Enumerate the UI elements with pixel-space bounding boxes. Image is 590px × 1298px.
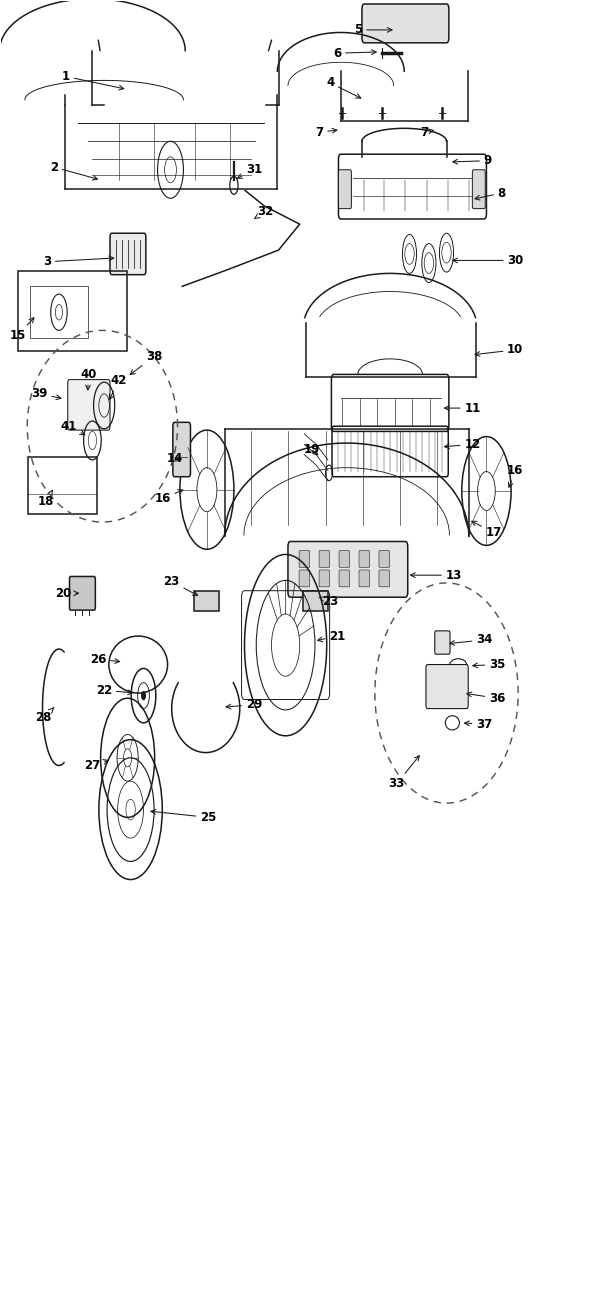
Bar <box>303 591 328 611</box>
Text: 13: 13 <box>411 569 461 582</box>
FancyBboxPatch shape <box>359 550 369 567</box>
FancyBboxPatch shape <box>426 665 468 709</box>
Text: 33: 33 <box>388 755 419 790</box>
Text: 40: 40 <box>80 367 97 389</box>
FancyBboxPatch shape <box>288 541 408 597</box>
FancyBboxPatch shape <box>339 550 350 567</box>
Bar <box>18 271 127 350</box>
FancyBboxPatch shape <box>173 422 191 476</box>
Text: 18: 18 <box>38 491 54 508</box>
FancyBboxPatch shape <box>339 570 350 587</box>
Text: 23: 23 <box>163 575 198 596</box>
FancyBboxPatch shape <box>319 570 330 587</box>
FancyBboxPatch shape <box>68 379 110 430</box>
FancyBboxPatch shape <box>299 570 310 587</box>
Text: 35: 35 <box>473 658 505 671</box>
Text: 32: 32 <box>254 205 274 218</box>
FancyBboxPatch shape <box>319 550 330 567</box>
FancyBboxPatch shape <box>299 550 310 567</box>
FancyBboxPatch shape <box>110 234 146 275</box>
Text: 26: 26 <box>90 653 120 666</box>
FancyBboxPatch shape <box>379 550 389 567</box>
Text: 8: 8 <box>475 187 506 200</box>
Text: 39: 39 <box>31 387 61 400</box>
Text: 7: 7 <box>420 126 433 139</box>
Text: 16: 16 <box>155 489 183 505</box>
Text: 17: 17 <box>472 522 501 539</box>
Text: 11: 11 <box>445 401 480 414</box>
Text: 31: 31 <box>237 164 262 178</box>
Text: 9: 9 <box>453 154 491 167</box>
FancyBboxPatch shape <box>359 570 369 587</box>
FancyBboxPatch shape <box>435 631 450 654</box>
Text: 37: 37 <box>464 718 492 731</box>
Text: 2: 2 <box>50 161 97 180</box>
Text: 21: 21 <box>317 630 345 643</box>
Text: 10: 10 <box>475 343 523 357</box>
Text: 14: 14 <box>167 452 183 465</box>
Text: 20: 20 <box>55 587 78 600</box>
Text: 27: 27 <box>84 759 108 772</box>
Text: 7: 7 <box>316 126 337 139</box>
Text: 12: 12 <box>444 437 480 450</box>
Text: 1: 1 <box>62 70 124 90</box>
Bar <box>194 591 219 611</box>
FancyBboxPatch shape <box>339 170 352 209</box>
Text: 23: 23 <box>319 594 338 607</box>
Text: 41: 41 <box>61 419 85 435</box>
Text: 30: 30 <box>453 254 523 267</box>
FancyBboxPatch shape <box>70 576 96 610</box>
Text: 28: 28 <box>35 707 54 724</box>
Text: 25: 25 <box>151 810 217 824</box>
Text: 38: 38 <box>130 349 162 375</box>
FancyBboxPatch shape <box>362 4 449 43</box>
Text: 3: 3 <box>43 256 114 269</box>
Text: 5: 5 <box>354 23 392 36</box>
Text: 22: 22 <box>96 684 133 697</box>
Text: 34: 34 <box>450 633 492 646</box>
Text: 36: 36 <box>467 692 505 705</box>
FancyBboxPatch shape <box>379 570 389 587</box>
Text: 19: 19 <box>303 443 320 456</box>
Text: 6: 6 <box>333 47 376 60</box>
Text: 16: 16 <box>507 463 523 487</box>
Text: 4: 4 <box>326 77 360 99</box>
Text: 15: 15 <box>9 318 34 343</box>
Bar <box>28 457 97 514</box>
FancyBboxPatch shape <box>473 170 485 209</box>
Bar <box>30 287 88 339</box>
Text: 29: 29 <box>226 698 262 711</box>
Circle shape <box>142 692 145 700</box>
Text: 42: 42 <box>110 374 127 400</box>
